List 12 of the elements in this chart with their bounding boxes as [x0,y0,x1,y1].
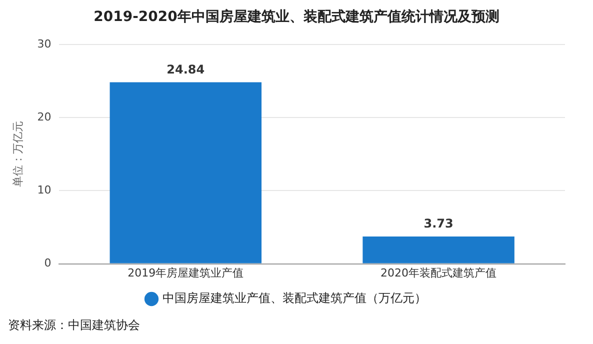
x-tick-label: 2020年装配式建筑产值 [380,266,497,280]
legend-label: 中国房屋建筑业产值、装配式建筑产值（万亿元） [162,291,426,306]
y-tick-label: 20 [37,110,52,124]
y-tick-label: 0 [44,256,52,270]
chart-title: 2019-2020年中国房屋建筑业、装配式建筑产值统计情况及预测 [92,8,500,26]
data-label: 3.73 [424,216,454,231]
y-axis-title: 单位：万亿元 [11,121,24,188]
text: 资料来源：中国建筑协会 [8,317,141,334]
data-label: 24.84 [166,62,205,76]
x-tick-label: 2019年房屋建筑业产值 [128,266,244,280]
y-tick-label: 10 [37,184,52,197]
y-tick-label: 30 [37,37,52,50]
